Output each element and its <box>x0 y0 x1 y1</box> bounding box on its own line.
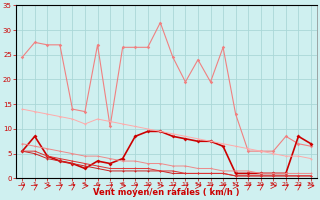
X-axis label: Vent moyen/en rafales ( km/h ): Vent moyen/en rafales ( km/h ) <box>93 188 240 197</box>
